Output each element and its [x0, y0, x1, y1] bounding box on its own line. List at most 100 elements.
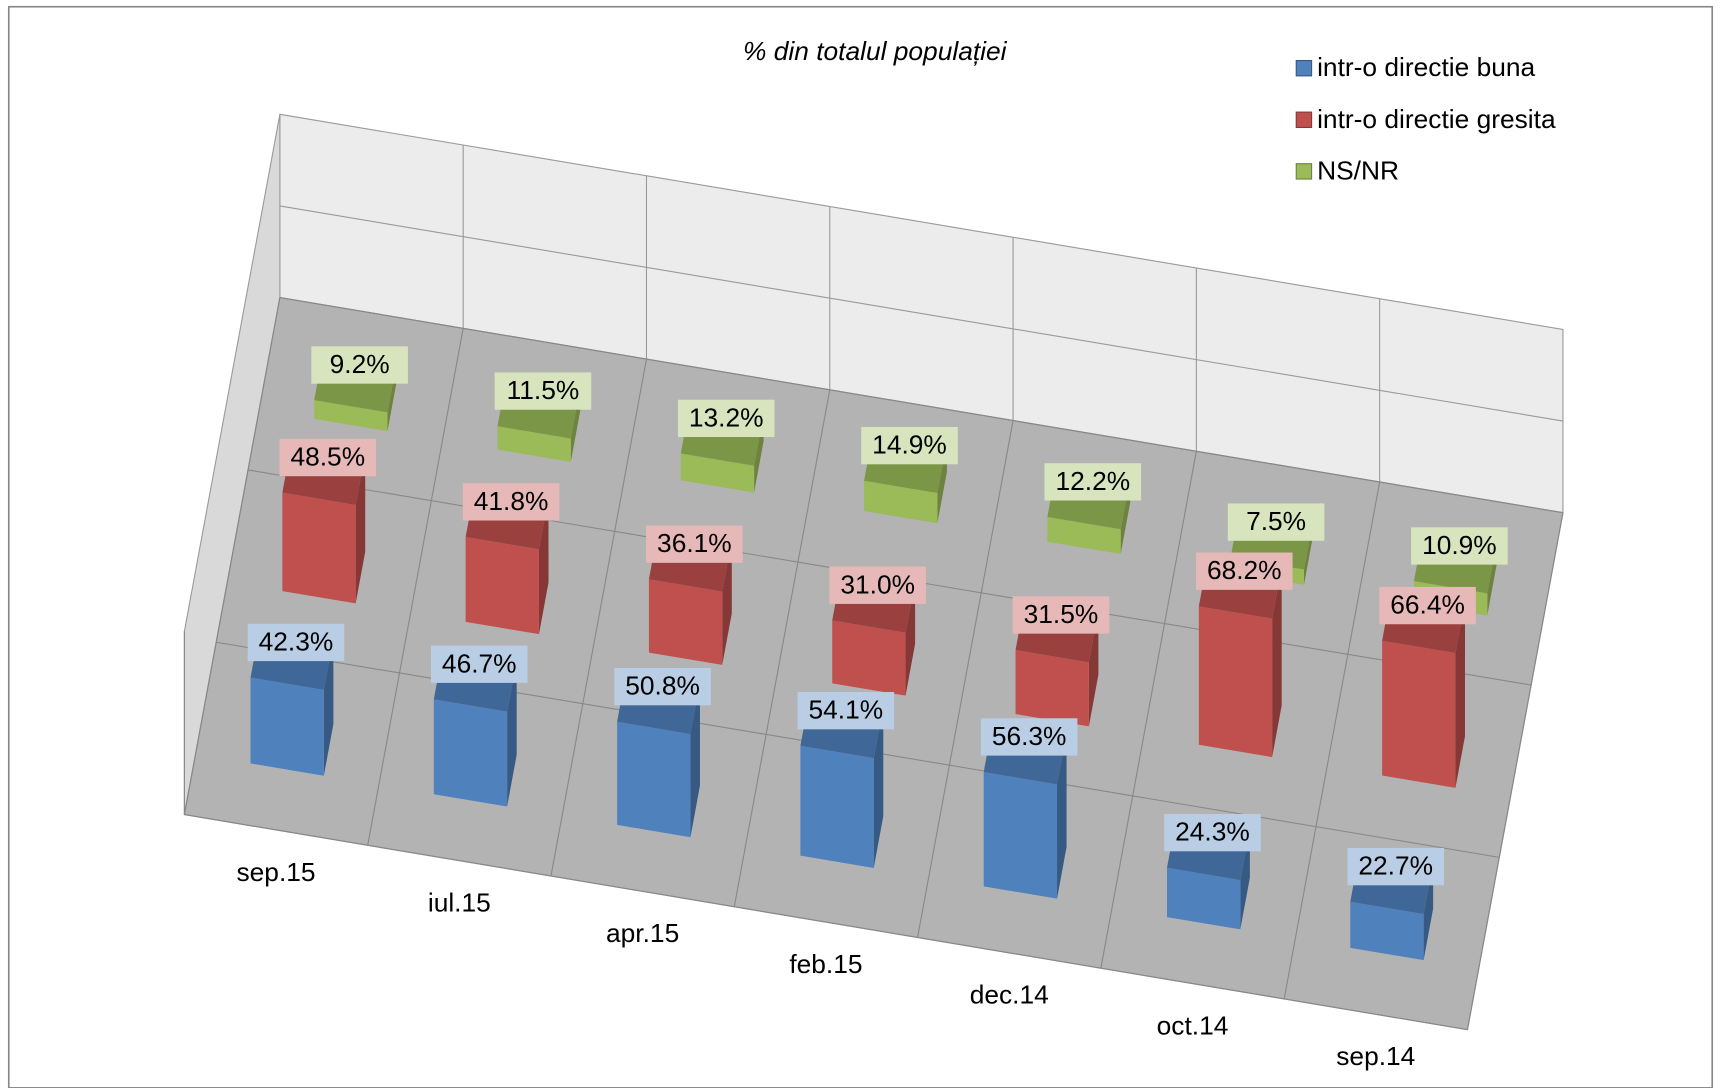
value-label-bg: [247, 623, 345, 662]
floor-line: [183, 297, 281, 815]
bar-front: [465, 536, 539, 635]
legend-label: intr-o directie buna: [1317, 52, 1535, 82]
bar-front: [1198, 606, 1273, 758]
x-tick-label: iul.15: [428, 888, 491, 918]
wall-line: [279, 205, 1564, 422]
value-label-bg: [462, 483, 560, 521]
value-label-bg: [430, 645, 528, 683]
bar-side: [905, 580, 916, 696]
floor-line: [1283, 481, 1381, 1000]
value-label: 7.5%: [1246, 506, 1306, 536]
bar-side: [1088, 610, 1099, 727]
bar-side: [873, 706, 884, 868]
x-tick-label: feb.15: [789, 949, 862, 979]
bar-front: [1015, 650, 1089, 727]
value-label: 31.0%: [840, 569, 915, 599]
bar-front: [1350, 901, 1424, 961]
x-tick-label: sep.14: [1336, 1041, 1415, 1071]
value-label: 54.1%: [809, 695, 884, 725]
bar-front: [1166, 867, 1241, 930]
bar-front: [250, 677, 324, 776]
bar-front: [680, 453, 755, 493]
value-label-bg: [646, 525, 743, 563]
value-label-bg: [1227, 503, 1325, 541]
x-tick-label: dec.14: [970, 980, 1049, 1010]
bar-side: [507, 659, 517, 807]
legend-label: NS/NR: [1317, 155, 1399, 185]
floor-line: [184, 814, 1468, 1031]
bar-side: [1272, 566, 1282, 758]
value-label-bg: [677, 399, 775, 438]
value-label: 42.3%: [259, 626, 334, 656]
value-label-bg: [861, 426, 958, 465]
value-label-bg: [614, 667, 711, 706]
value-label-bg: [1347, 847, 1445, 886]
value-label: 11.5%: [507, 375, 580, 405]
bar-side: [1423, 862, 1434, 961]
bar-side: [1057, 732, 1067, 899]
bar-front: [864, 480, 938, 524]
value-label-bg: [279, 438, 377, 477]
bar-front: [433, 699, 508, 807]
bar-side: [538, 497, 549, 635]
bar-side: [1455, 601, 1465, 788]
legend-swatch: [1295, 111, 1313, 129]
bar-side: [323, 638, 334, 776]
bar-front: [314, 400, 388, 432]
value-label-bg: [1044, 463, 1142, 501]
bar-front: [282, 492, 356, 604]
chart-title: % din totalul populației: [743, 36, 1008, 66]
bar-front: [648, 579, 723, 665]
value-label: 13.2%: [689, 402, 764, 432]
floor-line: [1100, 451, 1197, 969]
bar-front: [497, 426, 571, 462]
bar-front: [832, 620, 906, 696]
value-label: 56.3%: [992, 721, 1067, 751]
value-label-bg: [494, 372, 592, 410]
value-label: 24.3%: [1175, 817, 1250, 847]
legend-label: intr-o directie gresita: [1317, 104, 1556, 134]
floor-line: [550, 358, 648, 877]
value-label: 46.7%: [442, 648, 517, 678]
x-tick-label: oct.14: [1157, 1010, 1229, 1040]
value-label: 36.1%: [657, 528, 732, 558]
value-label-bg: [311, 346, 408, 384]
value-label: 68.2%: [1207, 555, 1282, 585]
bar-front: [800, 745, 874, 868]
bar-side: [690, 682, 700, 838]
bar-side: [1240, 828, 1250, 930]
value-label-bg: [1379, 586, 1476, 625]
legend-swatch: [1295, 163, 1313, 180]
value-label-bg: [1164, 813, 1261, 852]
value-label: 12.2%: [1055, 466, 1130, 496]
floor-line: [733, 389, 831, 907]
x-tick-label: sep.15: [237, 857, 316, 887]
value-label-bg: [1012, 596, 1110, 634]
legend-swatch: [1295, 59, 1313, 77]
bar-front: [617, 721, 691, 838]
value-label-bg: [1411, 527, 1508, 565]
value-label-bg: [797, 692, 895, 730]
bar-front: [983, 772, 1058, 899]
value-label: 48.5%: [290, 442, 365, 472]
bar-front: [1047, 516, 1121, 555]
floor-line: [917, 420, 1014, 938]
bar-side: [355, 453, 366, 604]
value-label-bg: [1195, 552, 1293, 590]
x-tick-label: apr.15: [606, 918, 679, 948]
value-label: 50.8%: [625, 671, 700, 701]
value-label: 9.2%: [330, 349, 390, 379]
value-label: 66.4%: [1390, 590, 1465, 620]
floor-line: [279, 297, 1564, 514]
bar-front: [1382, 640, 1456, 788]
bar-side: [722, 539, 732, 665]
value-label: 10.9%: [1422, 530, 1497, 560]
value-label: 22.7%: [1358, 851, 1433, 881]
floor-line: [367, 328, 464, 846]
value-label-bg: [829, 566, 926, 604]
value-label: 31.5%: [1024, 599, 1099, 629]
value-label: 14.9%: [872, 430, 947, 460]
value-label: 41.8%: [474, 486, 549, 516]
floor-line: [1466, 512, 1564, 1030]
